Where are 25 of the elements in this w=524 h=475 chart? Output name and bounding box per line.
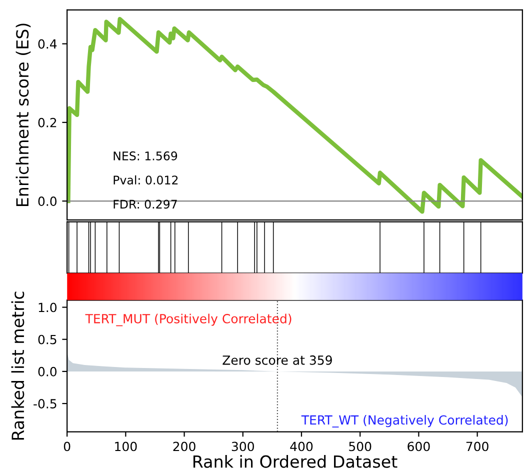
- y-tick-label: 0.4: [38, 39, 57, 49]
- annotation: TERT_MUT (Positively Correlated): [85, 314, 292, 326]
- y-tick-label: -0.5: [34, 399, 56, 408]
- y-tick-label: 0.2: [38, 118, 56, 128]
- y-axis-title: Ranked list metric: [11, 292, 24, 440]
- x-tick-label: 600: [408, 442, 430, 452]
- annotation: TERT_WT (Negatively Correlated): [301, 415, 508, 428]
- annotation: FDR: 0.297: [114, 200, 177, 209]
- annotation: Pval: 0.012: [114, 175, 178, 185]
- annotation: NES: 1.569: [114, 151, 178, 160]
- ref-line-label: Zero score at 359: [222, 355, 332, 365]
- x-tick-label: 700: [466, 442, 488, 452]
- x-tick-label: 200: [173, 442, 196, 452]
- x-tick-label: 0: [64, 442, 70, 452]
- x-tick-label: 300: [232, 442, 254, 452]
- y-tick-label: 1.0: [38, 302, 57, 312]
- x-tick-label: 100: [115, 442, 137, 452]
- y-axis-title: Enrichment score (ES): [16, 24, 31, 206]
- x-tick-label: 400: [290, 442, 313, 452]
- x-axis-title: Rank in Ordered Dataset: [193, 454, 398, 468]
- x-tick-label: 500: [349, 442, 372, 452]
- y-tick-label: 0.0: [38, 196, 57, 206]
- y-tick-label: 0.0: [38, 366, 57, 376]
- line-series: [67, 16, 522, 214]
- y-tick-label: 0.5: [38, 334, 56, 344]
